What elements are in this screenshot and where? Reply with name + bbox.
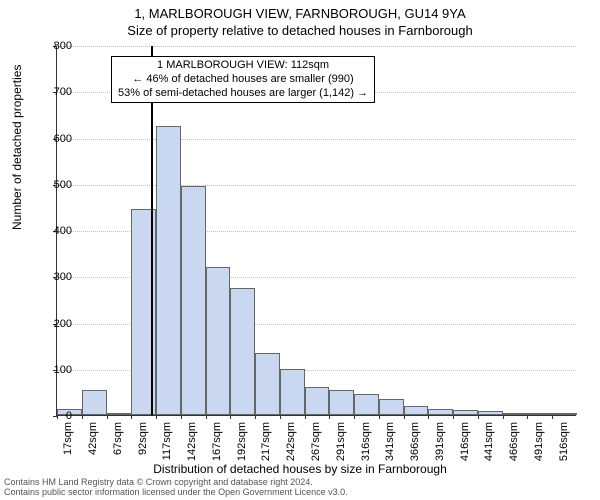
xtick-label: 217sqm [260, 422, 272, 461]
xtick-mark [552, 415, 553, 419]
xtick-label: 192sqm [236, 422, 248, 461]
xtick-label: 316sqm [360, 422, 372, 461]
xtick-mark [453, 415, 454, 419]
plot-area: 1 MARLBOROUGH VIEW: 112sqm← 46% of detac… [56, 46, 576, 416]
xtick-label: 291sqm [335, 422, 347, 461]
histogram-bar [255, 353, 280, 415]
histogram-bar [181, 186, 206, 415]
chart-title-1: 1, MARLBOROUGH VIEW, FARNBOROUGH, GU14 9… [0, 6, 600, 21]
xtick-label: 142sqm [186, 422, 198, 461]
chart-title-2: Size of property relative to detached ho… [0, 23, 600, 38]
histogram-bar [82, 390, 107, 415]
xtick-label: 516sqm [558, 422, 570, 461]
ytick-label: 300 [32, 271, 72, 283]
ytick-label: 700 [32, 86, 72, 98]
xtick-label: 92sqm [137, 422, 149, 455]
ytick-label: 600 [32, 133, 72, 145]
histogram-bar [379, 399, 404, 415]
annotation-line: 1 MARLBOROUGH VIEW: 112sqm [118, 59, 368, 73]
histogram-bar [206, 267, 231, 415]
ytick-label: 400 [32, 225, 72, 237]
xtick-label: 17sqm [62, 422, 74, 455]
xtick-label: 416sqm [459, 422, 471, 461]
ytick-label: 200 [32, 318, 72, 330]
xtick-mark [206, 415, 207, 419]
xtick-label: 391sqm [434, 422, 446, 461]
histogram-bar [230, 288, 255, 415]
annotation-line: 53% of semi-detached houses are larger (… [118, 87, 368, 101]
xtick-label: 341sqm [384, 422, 396, 461]
gridline [57, 139, 576, 140]
histogram-bar [280, 369, 305, 415]
xtick-mark [527, 415, 528, 419]
xtick-label: 67sqm [112, 422, 124, 455]
histogram-bar [156, 126, 181, 415]
chart-titles: 1, MARLBOROUGH VIEW, FARNBOROUGH, GU14 9… [0, 6, 600, 38]
xtick-mark [255, 415, 256, 419]
xtick-mark [131, 415, 132, 419]
xtick-mark [82, 415, 83, 419]
xtick-label: 167sqm [211, 422, 223, 461]
ytick-label: 800 [32, 40, 72, 52]
histogram-bar [527, 413, 552, 415]
histogram-bar [305, 387, 330, 415]
xtick-mark [354, 415, 355, 419]
xtick-mark [156, 415, 157, 419]
histogram-bar [453, 410, 478, 415]
footer-line-2: Contains public sector information licen… [4, 488, 348, 498]
histogram-bar [478, 411, 503, 415]
histogram-bar [503, 413, 528, 415]
ytick-label: 500 [32, 179, 72, 191]
chart-container: 1, MARLBOROUGH VIEW, FARNBOROUGH, GU14 9… [0, 0, 600, 500]
xtick-mark [329, 415, 330, 419]
gridline [57, 185, 576, 186]
ytick-label: 0 [32, 410, 72, 422]
annotation-line: ← 46% of detached houses are smaller (99… [118, 73, 368, 87]
xtick-label: 117sqm [161, 422, 173, 460]
xtick-mark [404, 415, 405, 419]
x-axis-label: Distribution of detached houses by size … [0, 462, 600, 476]
histogram-bar [329, 390, 354, 415]
xtick-mark [181, 415, 182, 419]
xtick-label: 267sqm [310, 422, 322, 461]
xtick-label: 466sqm [508, 422, 520, 461]
xtick-mark [280, 415, 281, 419]
y-axis-label: Number of detached properties [10, 65, 24, 230]
histogram-bar [354, 394, 379, 415]
xtick-label: 366sqm [409, 422, 421, 461]
xtick-label: 42sqm [87, 422, 99, 455]
xtick-label: 491sqm [533, 422, 545, 461]
xtick-mark [379, 415, 380, 419]
xtick-mark [503, 415, 504, 419]
annotation-box: 1 MARLBOROUGH VIEW: 112sqm← 46% of detac… [111, 56, 375, 103]
ytick-label: 100 [32, 364, 72, 376]
footer-attribution: Contains HM Land Registry data © Crown c… [4, 478, 348, 498]
xtick-mark [478, 415, 479, 419]
histogram-bar [552, 413, 577, 415]
histogram-bar [428, 409, 453, 415]
xtick-mark [428, 415, 429, 419]
histogram-bar [107, 413, 132, 415]
xtick-mark [230, 415, 231, 419]
xtick-label: 441sqm [483, 422, 495, 461]
xtick-label: 242sqm [285, 422, 297, 461]
gridline [57, 46, 576, 47]
histogram-bar [404, 406, 429, 415]
xtick-mark [107, 415, 108, 419]
xtick-mark [305, 415, 306, 419]
